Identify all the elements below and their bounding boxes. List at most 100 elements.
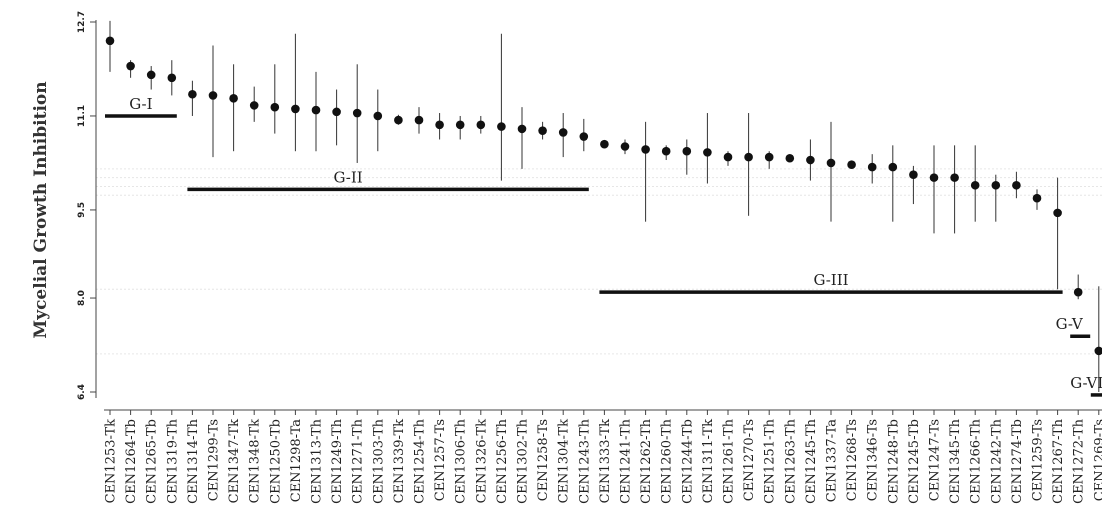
data-point [414, 115, 424, 125]
y-axis-ticks: 12.7 11.1 9.5 8.0 6.4 [77, 11, 96, 400]
x-tick-label: CEN1254-Th [413, 418, 428, 503]
x-tick-label: CEN1245-Tb [907, 419, 922, 504]
data-point [394, 115, 403, 125]
x-tick-label: CEN1258-Ts [536, 419, 551, 501]
data-point [970, 180, 980, 190]
data-point [867, 162, 877, 172]
data-point [620, 142, 630, 151]
x-tick-label: CEN1253-Tk [104, 419, 119, 503]
x-tick-label: CEN1347-Tk [227, 419, 242, 503]
x-tick-label: CEN1326-Tk [474, 419, 489, 503]
data-point [682, 146, 692, 156]
data-point [146, 70, 156, 80]
data-point [888, 162, 898, 172]
x-tick-label: CEN1265-Tb [145, 419, 160, 504]
x-tick-label: CEN1244-Tb [680, 419, 695, 504]
data-point [929, 173, 939, 182]
x-tick-label: CEN1251-Th [763, 418, 778, 503]
x-tick-label: CEN1263-Th [783, 418, 798, 503]
x-tick-label: CEN1242-Th [989, 418, 1004, 503]
x-tick-label: CEN1260-Th [660, 418, 675, 503]
data-point [1053, 208, 1062, 218]
x-tick-label: CEN1339-Tk [392, 419, 407, 503]
group-label: G-I [129, 95, 152, 113]
data-point [1032, 193, 1042, 203]
x-tick-label: CEN1269-Ts [1092, 419, 1102, 501]
y-tick-label: 11.1 [77, 105, 87, 127]
data-point [785, 153, 795, 163]
x-tick-label: CEN1243-Th [577, 418, 592, 503]
data-point [558, 128, 568, 137]
data-point [806, 155, 815, 165]
data-point [311, 105, 321, 115]
data-point [332, 107, 341, 117]
x-tick-label: CEN1270-Ts [742, 419, 757, 501]
y-tick-label: 8.0 [77, 290, 87, 306]
data-point [826, 158, 836, 168]
faint-gridlines [96, 168, 1102, 355]
x-tick-label: CEN1250-Tb [268, 419, 283, 504]
data-point [847, 160, 856, 170]
x-tick-label: CEN1272-Th [1072, 418, 1087, 503]
x-tick-label: CEN1264-Tb [124, 419, 139, 504]
data-point [126, 61, 135, 71]
data-point [641, 145, 650, 154]
data-point [249, 101, 259, 110]
x-tick-label: CEN1262-Th [639, 418, 654, 503]
x-tick-label: CEN1303-Th [371, 418, 386, 503]
data-point [950, 173, 959, 182]
data-point [476, 120, 486, 130]
x-tick-label: CEN1313-Th [310, 418, 325, 503]
x-tick-label: CEN1346-Ts [866, 419, 881, 501]
x-tick-label: CEN1259-Ts [1031, 419, 1046, 501]
group-label: G-III [813, 271, 848, 289]
data-point [517, 124, 527, 134]
data-point [703, 148, 712, 157]
data-point [909, 170, 918, 179]
data-point [723, 152, 733, 162]
x-tick-label: CEN1271-Th [351, 418, 366, 503]
data-point [105, 36, 115, 46]
x-tick-label: CEN1298-Ta [289, 419, 304, 502]
data-point [373, 111, 383, 121]
data-points [105, 36, 1102, 356]
x-tick-label: CEN1241-Th [619, 418, 634, 503]
error-bars [109, 20, 1100, 392]
data-point [455, 120, 465, 130]
group-bars: G-I G-II G-III G-V G-VI [105, 95, 1102, 397]
data-point [1012, 180, 1021, 190]
group-label: G-VI [1070, 374, 1102, 392]
group-label: G-II [334, 168, 363, 186]
data-point [435, 120, 444, 130]
x-tick-label: CEN1261-Th [722, 418, 737, 503]
x-tick-label: CEN1245-Th [804, 418, 819, 503]
y-tick-label: 9.5 [77, 202, 87, 218]
x-tick-label: CEN1333-Tk [598, 419, 613, 503]
x-tick-label: CEN1268-Ts [845, 419, 860, 501]
x-tick-label: CEN1267-Th [1051, 418, 1066, 503]
x-tick-label: CEN1311-Tk [701, 419, 716, 503]
x-tick-label: CEN1256-Th [495, 418, 510, 503]
data-point [167, 73, 177, 83]
data-point [208, 91, 218, 100]
x-tick-label: CEN1348-Tk [248, 419, 263, 503]
x-tick-label: CEN1299-Ts [207, 419, 222, 501]
data-point [497, 122, 506, 131]
data-point [352, 108, 362, 118]
data-point [291, 104, 300, 114]
data-point [991, 180, 1001, 190]
x-tick-label: CEN1248-Tb [886, 419, 901, 504]
data-point [188, 89, 197, 99]
x-tick-label: CEN1345-Th [948, 418, 963, 503]
data-point [661, 146, 671, 156]
x-tick-label: CEN1249-Th [330, 418, 345, 503]
data-point [579, 132, 589, 141]
group-label: G-V [1056, 315, 1084, 333]
data-point [600, 139, 609, 149]
x-axis-ticks: CEN1253-Tk CEN1264-Tb CEN1265-Tb CEN1319-Th… [104, 410, 1102, 504]
x-tick-label: CEN1319-Th [165, 418, 180, 503]
data-point [744, 152, 753, 162]
x-tick-label: CEN1302-Th [516, 418, 531, 503]
data-point [764, 152, 774, 162]
